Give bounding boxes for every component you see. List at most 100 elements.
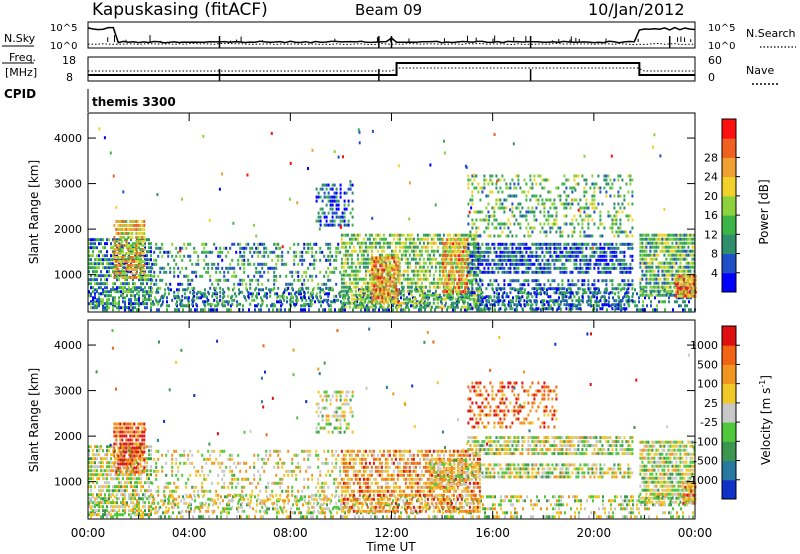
heatmap-cell xyxy=(489,270,492,274)
heatmap-cell xyxy=(452,250,455,254)
heatmap-cell xyxy=(174,308,176,312)
heatmap-cell xyxy=(438,277,441,281)
heatmap-cell xyxy=(450,286,453,290)
heatmap-cell xyxy=(284,288,286,292)
heatmap-cell xyxy=(462,278,465,282)
heatmap-cell xyxy=(135,240,138,243)
heatmap-cell xyxy=(577,242,580,246)
heatmap-cell xyxy=(535,182,538,186)
heatmap-cell xyxy=(347,187,350,191)
heatmap-cell xyxy=(345,223,348,227)
heatmap-cell xyxy=(150,286,152,290)
heatmap-cell xyxy=(545,198,548,202)
heatmap-cell xyxy=(641,257,644,261)
heatmap-cell xyxy=(523,283,526,287)
heatmap-cell xyxy=(499,299,502,303)
heatmap-cell xyxy=(371,280,374,284)
heatmap-cell xyxy=(683,237,686,241)
heatmap-cell xyxy=(477,254,480,258)
heatmap-cell xyxy=(379,264,382,268)
heatmap-cell xyxy=(96,262,98,266)
heatmap-cell xyxy=(381,272,384,276)
heatmap-cell xyxy=(559,270,562,274)
heatmap-cell xyxy=(466,308,468,312)
heatmap-cell xyxy=(119,232,122,235)
heatmap-cell xyxy=(228,300,230,304)
heatmap-cell xyxy=(106,258,108,262)
heatmap-cell xyxy=(422,273,425,277)
heatmap-cell xyxy=(503,291,506,295)
heatmap-cell xyxy=(565,291,568,295)
heatmap-cell xyxy=(676,300,678,304)
heatmap-cell xyxy=(254,304,256,308)
heatmap-cell xyxy=(90,302,92,306)
heatmap-cell xyxy=(535,198,538,202)
heatmap-cell xyxy=(669,281,672,285)
heatmap-cell xyxy=(146,298,148,302)
heatmap-cell xyxy=(473,258,476,262)
heatmap-cell xyxy=(611,287,614,291)
heatmap-cell xyxy=(583,194,586,198)
heatmap-cell xyxy=(625,270,628,274)
heatmap-cell xyxy=(305,274,308,278)
heatmap-cell xyxy=(313,262,316,266)
heatmap-cell xyxy=(495,186,498,190)
heatmap-cell xyxy=(489,262,492,266)
heatmap-cell xyxy=(406,269,409,273)
heatmap-cell xyxy=(629,254,632,258)
heatmap-cell xyxy=(569,258,572,262)
heatmap-cell xyxy=(456,282,459,286)
heatmap-cell xyxy=(130,250,132,254)
heatmap-cell xyxy=(135,276,138,279)
heatmap-cell xyxy=(468,281,471,285)
heatmap-cell xyxy=(553,266,556,270)
heatmap-cell xyxy=(448,257,451,261)
heatmap-cell xyxy=(583,210,586,214)
heatmap-cell xyxy=(135,256,138,259)
heatmap-cell xyxy=(649,289,652,293)
heatmap-cell xyxy=(543,291,546,295)
heatmap-cell xyxy=(253,262,256,266)
heatmap-cell xyxy=(623,287,626,291)
heatmap-cell xyxy=(603,270,606,274)
heatmap-cell xyxy=(358,277,361,281)
heatmap-cell xyxy=(221,302,224,306)
heatmap-cell xyxy=(545,234,548,238)
heatmap-cell xyxy=(591,295,594,299)
heatmap-cell xyxy=(527,299,530,303)
heatmap-cell xyxy=(511,254,514,258)
heatmap-cell xyxy=(446,308,448,312)
heatmap-cell xyxy=(448,250,451,254)
heatmap-cell xyxy=(573,226,576,230)
heatmap-cell xyxy=(583,291,586,295)
heatmap-cell xyxy=(364,300,366,304)
heatmap-cell xyxy=(325,270,328,274)
heatmap-cell xyxy=(393,280,396,284)
heatmap-cell xyxy=(161,254,164,258)
heatmap-cell xyxy=(110,274,112,278)
heatmap-cell xyxy=(446,293,449,297)
heatmap-cell xyxy=(232,288,234,292)
heatmap-cell xyxy=(327,258,330,262)
heatmap-cell xyxy=(479,270,482,274)
heatmap-cell xyxy=(595,250,598,254)
heatmap-cell xyxy=(96,304,98,308)
heatmap-cell xyxy=(601,295,604,299)
heatmap-cell xyxy=(346,257,349,261)
heatmap-cell xyxy=(483,186,486,190)
heatmap-cell xyxy=(589,258,592,262)
heatmap-cell xyxy=(354,237,357,241)
heatmap-cell xyxy=(223,274,226,278)
heatmap-cell xyxy=(650,300,652,304)
heatmap-cell xyxy=(466,262,469,266)
heatmap-cell xyxy=(137,236,140,239)
heatmap-cell xyxy=(263,270,266,274)
heatmap-cell xyxy=(414,285,417,289)
heatmap-cell xyxy=(464,233,467,237)
heatmap-cell xyxy=(668,300,670,304)
heatmap-cell xyxy=(400,289,403,293)
heatmap-cell xyxy=(404,301,407,305)
cpid-value: themis 3300 xyxy=(92,95,176,109)
heatmap-cell xyxy=(612,296,614,300)
heatmap-cell xyxy=(385,264,388,268)
